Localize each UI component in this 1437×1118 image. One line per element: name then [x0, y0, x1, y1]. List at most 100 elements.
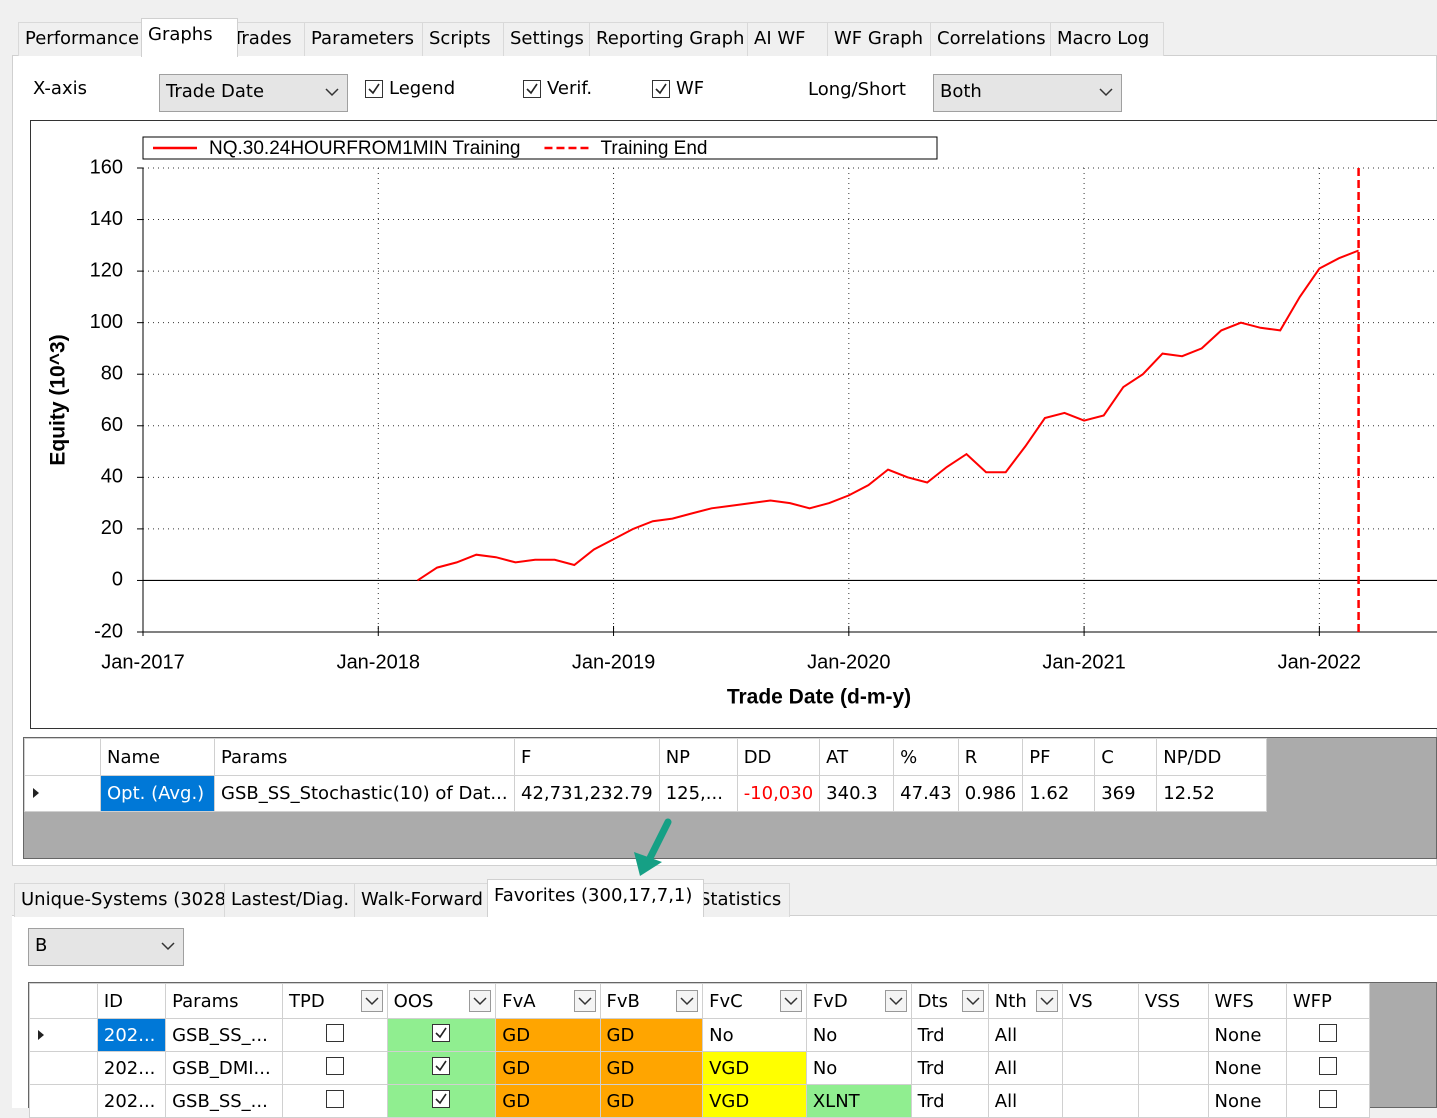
cell[interactable]: 47.43: [893, 775, 959, 812]
cell[interactable]: VGD: [702, 1051, 807, 1085]
data-row[interactable]: 202... GSB_DMI... GD GD VGD No Trd All None: [29, 1051, 1437, 1085]
tab[interactable]: Settings: [503, 22, 601, 56]
cell[interactable]: 0.986: [957, 775, 1024, 812]
cell[interactable]: All: [987, 1051, 1063, 1085]
cell[interactable]: Opt. (Avg.): [100, 775, 215, 812]
tab[interactable]: Performance: [18, 22, 153, 56]
column-header[interactable]: Nth: [987, 983, 1063, 1019]
cell[interactable]: 42,731,232.79: [514, 775, 660, 812]
column-header[interactable]: R: [957, 738, 1024, 776]
column-header[interactable]: PF: [1022, 738, 1096, 776]
cell[interactable]: 12.52: [1156, 775, 1268, 812]
column-header[interactable]: FvC: [702, 983, 807, 1019]
cell[interactable]: VGD: [702, 1084, 807, 1118]
tab[interactable]: Reporting Graph: [589, 22, 759, 56]
checkbox-cell[interactable]: [282, 1051, 388, 1085]
filter-select[interactable]: B: [28, 928, 184, 966]
cell[interactable]: GSB_SS_...: [165, 1084, 284, 1118]
checkbox-box[interactable]: [325, 1023, 344, 1042]
filter-button[interactable]: [884, 990, 907, 1012]
empty-cell[interactable]: [1061, 1051, 1139, 1085]
long-short-select[interactable]: Both: [933, 74, 1122, 112]
filter-button[interactable]: [961, 990, 984, 1012]
checkbox-cell[interactable]: [1285, 1018, 1371, 1052]
checkbox-box[interactable]: [325, 1056, 344, 1075]
cell[interactable]: 202...: [96, 1084, 167, 1118]
filter-button[interactable]: [1035, 990, 1058, 1012]
checkbox-box[interactable]: [1319, 1056, 1338, 1075]
data-row[interactable]: Opt. (Avg.) GSB_SS_Stochastic(10) of Dat.…: [24, 775, 1268, 812]
checkbox-box[interactable]: [432, 1056, 451, 1075]
checkbox-cell[interactable]: [1285, 1084, 1371, 1118]
column-header[interactable]: FvB: [599, 983, 704, 1019]
column-header[interactable]: WFP: [1285, 983, 1371, 1019]
checkbox-cell[interactable]: [386, 1018, 497, 1052]
data-row[interactable]: 202... GSB_SS_... GD GD VGD XLNT Trd All None: [29, 1084, 1437, 1118]
checkbox-cell[interactable]: [1285, 1051, 1371, 1085]
cell[interactable]: GD: [599, 1084, 704, 1118]
tab[interactable]: Trades: [226, 22, 316, 56]
cell[interactable]: No: [805, 1018, 912, 1052]
tab[interactable]: Favorites (300,17,7,1): [487, 879, 704, 917]
cell[interactable]: -10,030: [736, 775, 821, 812]
column-header[interactable]: FvD: [805, 983, 912, 1019]
filter-button[interactable]: [676, 990, 699, 1012]
tab[interactable]: AI WF: [747, 22, 839, 56]
checkbox-box[interactable]: [1319, 1023, 1338, 1042]
tab[interactable]: Lastest/Diag.: [224, 883, 366, 917]
checkbox-box[interactable]: [432, 1023, 451, 1042]
cell[interactable]: 125,...: [658, 775, 738, 812]
cell[interactable]: 369: [1094, 775, 1158, 812]
checkbox[interactable]: WF: [652, 78, 704, 99]
cell[interactable]: All: [987, 1018, 1063, 1052]
cell[interactable]: None: [1207, 1084, 1287, 1118]
cell[interactable]: All: [987, 1084, 1063, 1118]
tab[interactable]: Statistics: [692, 883, 790, 917]
column-header[interactable]: NP/DD: [1156, 738, 1268, 776]
cell[interactable]: GD: [599, 1051, 704, 1085]
tab[interactable]: Unique-Systems (3028): [14, 883, 236, 917]
empty-cell[interactable]: [1061, 1018, 1139, 1052]
column-header[interactable]: VS: [1061, 983, 1139, 1019]
tab[interactable]: Scripts: [422, 22, 515, 56]
column-header[interactable]: F: [514, 738, 660, 776]
empty-cell[interactable]: [1137, 1018, 1209, 1052]
cell[interactable]: Trd: [910, 1051, 989, 1085]
cell[interactable]: None: [1207, 1051, 1287, 1085]
column-header[interactable]: Params: [214, 738, 515, 776]
cell[interactable]: 340.3: [819, 775, 895, 812]
column-header[interactable]: C: [1094, 738, 1158, 776]
cell[interactable]: No: [805, 1051, 912, 1085]
column-header[interactable]: OOS: [386, 983, 497, 1019]
column-header[interactable]: Params: [165, 983, 284, 1019]
tab[interactable]: Macro Log: [1050, 22, 1164, 56]
column-header[interactable]: Name: [100, 738, 215, 776]
checkbox-cell[interactable]: [386, 1051, 497, 1085]
cell[interactable]: 202...: [96, 1051, 167, 1085]
tab[interactable]: Correlations: [930, 22, 1062, 56]
checkbox-cell[interactable]: [386, 1084, 497, 1118]
cell[interactable]: 202...: [96, 1018, 167, 1052]
tab[interactable]: Parameters: [304, 22, 434, 56]
filter-button[interactable]: [779, 990, 802, 1012]
cell[interactable]: GSB_SS_Stochastic(10) of Dat...: [214, 775, 515, 812]
cell[interactable]: Trd: [910, 1018, 989, 1052]
filter-button[interactable]: [360, 990, 383, 1012]
column-header[interactable]: ID: [96, 983, 167, 1019]
checkbox-cell[interactable]: [282, 1084, 388, 1118]
cell[interactable]: GD: [599, 1018, 704, 1052]
column-header[interactable]: VSS: [1137, 983, 1209, 1019]
cell[interactable]: No: [702, 1018, 807, 1052]
checkbox-cell[interactable]: [282, 1018, 388, 1052]
empty-cell[interactable]: [1061, 1084, 1139, 1118]
checkbox[interactable]: Verif.: [523, 78, 592, 99]
column-header[interactable]: NP: [658, 738, 738, 776]
column-header[interactable]: TPD: [282, 983, 388, 1019]
cell[interactable]: GD: [495, 1018, 601, 1052]
cell[interactable]: Trd: [910, 1084, 989, 1118]
cell[interactable]: None: [1207, 1018, 1287, 1052]
column-header[interactable]: %: [893, 738, 959, 776]
checkbox[interactable]: Legend: [365, 78, 455, 99]
cell[interactable]: GD: [495, 1051, 601, 1085]
column-header[interactable]: FvA: [495, 983, 601, 1019]
